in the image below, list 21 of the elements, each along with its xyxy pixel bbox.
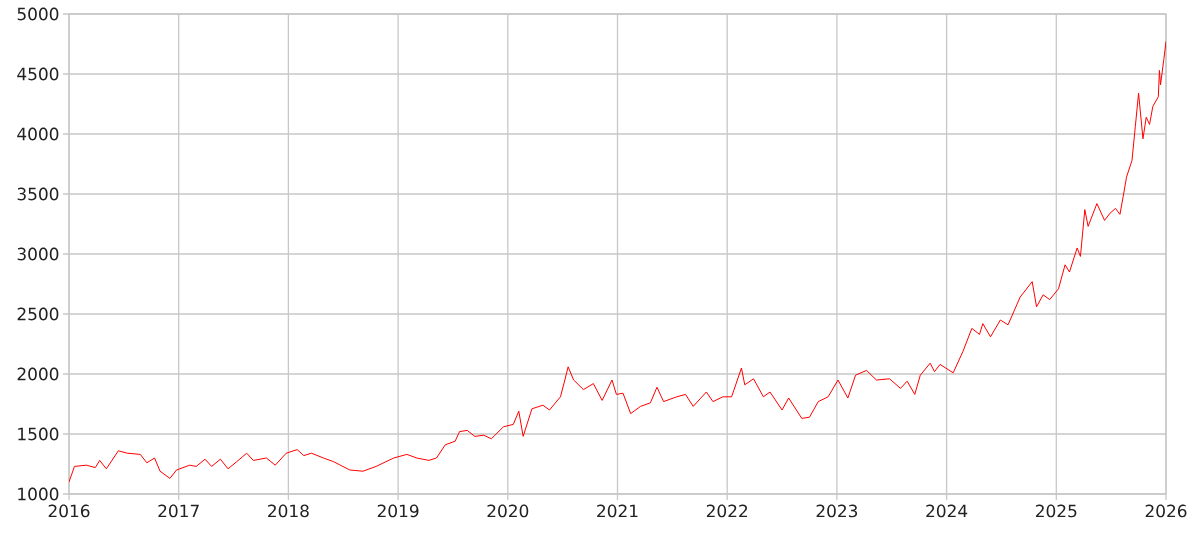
x-tick-label: 2018 xyxy=(268,504,309,518)
y-tick-label: 2000 xyxy=(17,367,59,381)
x-tick-label: 2021 xyxy=(597,504,638,518)
y-tick-label: 5000 xyxy=(17,7,59,21)
y-tick-label: 1000 xyxy=(18,487,59,501)
y-tick-label: 4500 xyxy=(17,67,59,81)
x-tick-label: 2023 xyxy=(816,504,858,518)
y-tick-label: 3000 xyxy=(17,247,59,261)
y-tick-label: 2500 xyxy=(17,307,59,321)
x-tick-label: 2017 xyxy=(158,504,199,518)
x-tick-label: 2025 xyxy=(1035,504,1077,518)
x-tick-label: 2022 xyxy=(706,504,748,518)
y-tick-label: 3500 xyxy=(17,187,59,201)
x-tick-label: 2016 xyxy=(48,504,90,518)
x-tick-label: 2026 xyxy=(1145,504,1187,518)
x-tick-label: 2024 xyxy=(926,504,968,518)
x-tick-label: 2020 xyxy=(487,504,529,518)
y-tick-label: 1500 xyxy=(18,427,59,441)
y-tick-label: 4000 xyxy=(17,127,59,141)
x-tick-label: 2019 xyxy=(377,504,419,518)
line-series xyxy=(69,41,1166,483)
